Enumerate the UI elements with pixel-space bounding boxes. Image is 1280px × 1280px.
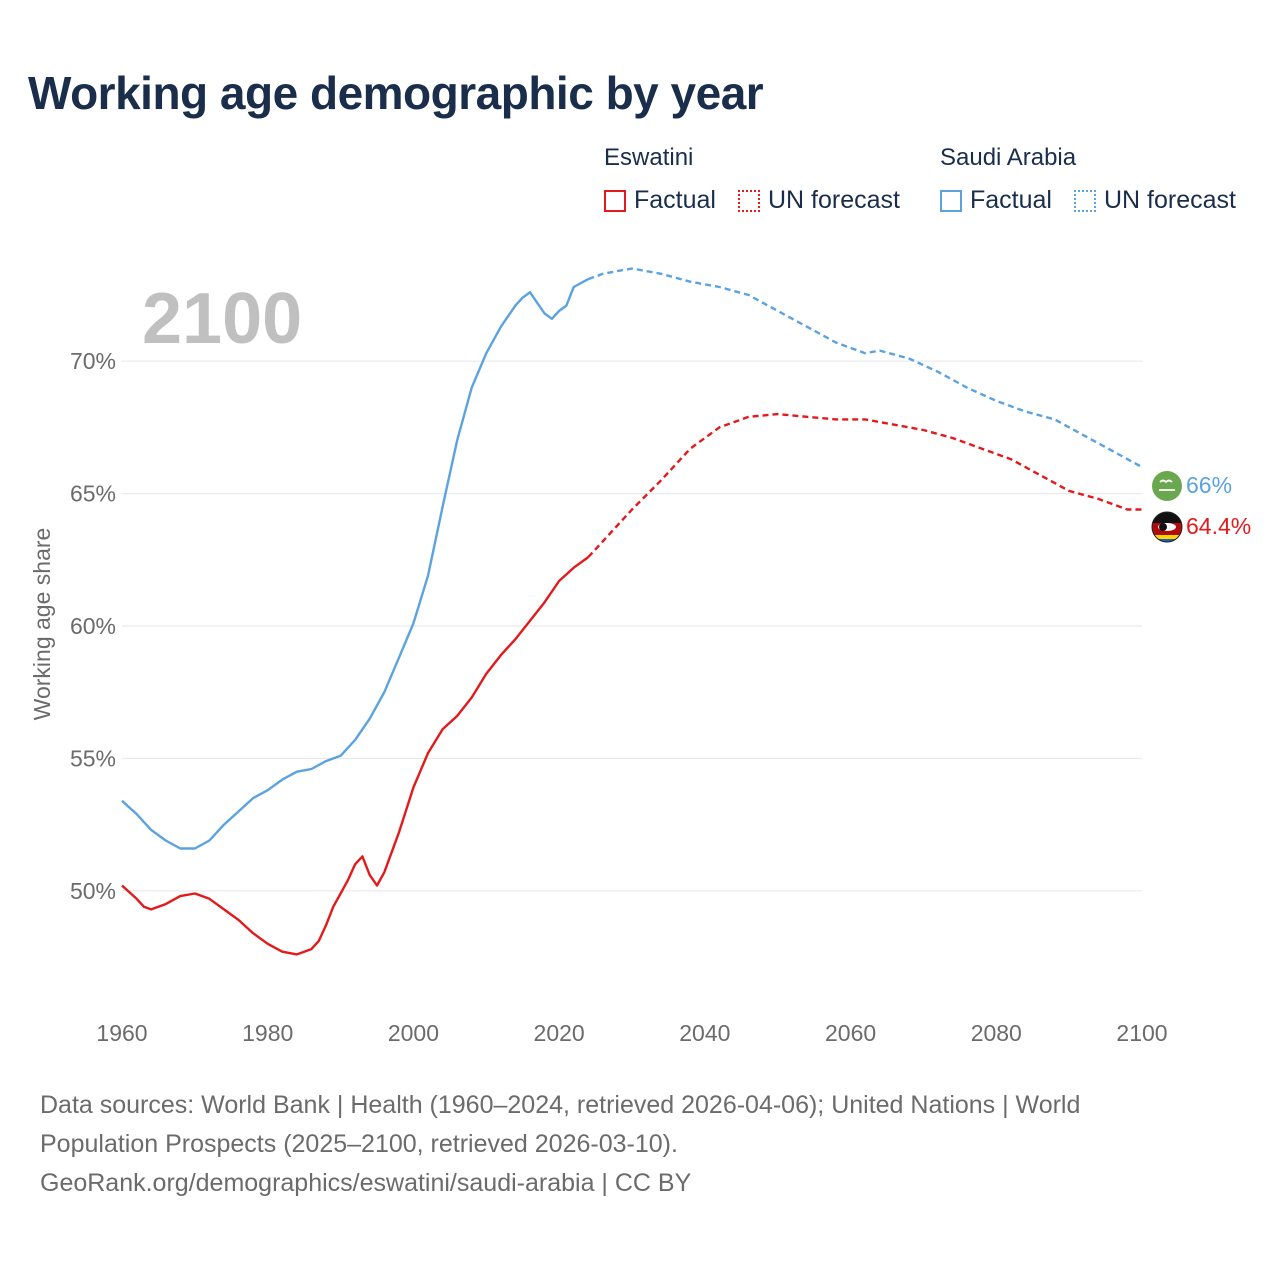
legend-eswatini-factual[interactable]: Factual <box>604 186 716 215</box>
y-axis-ticks: 50% 55% 60% 65% 70% <box>70 348 116 904</box>
y-tick-label: 60% <box>70 613 116 639</box>
saudi-arabia-flag <box>1152 471 1182 501</box>
y-tick-label: 55% <box>70 745 116 771</box>
x-tick-label: 2020 <box>534 1020 585 1046</box>
x-tick-label: 2060 <box>825 1020 876 1046</box>
y-tick-label: 65% <box>70 481 116 507</box>
footer-credit: GeoRank.org/demographics/eswatini/saudi-… <box>40 1169 692 1197</box>
chart-title: Working age demographic by year <box>28 67 764 119</box>
x-tick-label: 2040 <box>679 1020 730 1046</box>
eswatini-end-label: 64.4% <box>1186 513 1251 539</box>
legend-label: Factual <box>970 186 1052 214</box>
legend-saudi-factual[interactable]: Factual <box>940 186 1052 215</box>
x-tick-label: 1980 <box>242 1020 293 1046</box>
legend-label: UN forecast <box>768 186 900 214</box>
eswatini-forecast-line <box>587 412 1142 558</box>
footer-sources-line-1: Data sources: World Bank | Health (1960–… <box>40 1091 1081 1119</box>
legend-group-saudi-arabia: Saudi Arabia <box>940 144 1077 171</box>
x-tick-label: 2000 <box>388 1020 439 1046</box>
legend-label: UN forecast <box>1104 186 1236 214</box>
legend-eswatini-forecast[interactable]: UN forecast <box>738 186 900 215</box>
eswatini-factual-line <box>121 556 590 956</box>
legend-swatch-solid <box>940 189 962 212</box>
eswatini-flag <box>1151 511 1183 543</box>
grid-lines <box>122 360 1142 892</box>
legend-swatch-dotted <box>1074 189 1096 212</box>
year-label: 2100 <box>142 279 302 359</box>
legend-label: Factual <box>634 186 716 214</box>
x-axis-ticks: 1960 1980 2000 2020 2040 2060 2080 2100 <box>96 1020 1167 1046</box>
y-tick-label: 50% <box>70 878 116 904</box>
legend-swatch-solid <box>604 189 626 212</box>
x-tick-label: 2100 <box>1116 1020 1167 1046</box>
x-tick-label: 1960 <box>96 1020 147 1046</box>
legend-swatch-dotted <box>738 189 760 212</box>
legend-group-eswatini: Eswatini <box>604 144 694 171</box>
series-lines <box>121 267 1143 956</box>
y-axis-label: Working age share <box>29 528 55 721</box>
x-tick-label: 2080 <box>971 1020 1022 1046</box>
footer-sources-line-2: Population Prospects (2025–2100, retriev… <box>40 1130 678 1158</box>
saudi-end-label: 66% <box>1186 472 1232 498</box>
footer: Data sources: World Bank | Health (1960–… <box>40 1086 1240 1203</box>
legend-saudi-forecast[interactable]: UN forecast <box>1074 186 1236 215</box>
saudi-arabia-forecast-line <box>587 267 1143 469</box>
y-tick-label: 70% <box>70 348 116 374</box>
saudi-arabia-factual-line <box>121 278 589 850</box>
